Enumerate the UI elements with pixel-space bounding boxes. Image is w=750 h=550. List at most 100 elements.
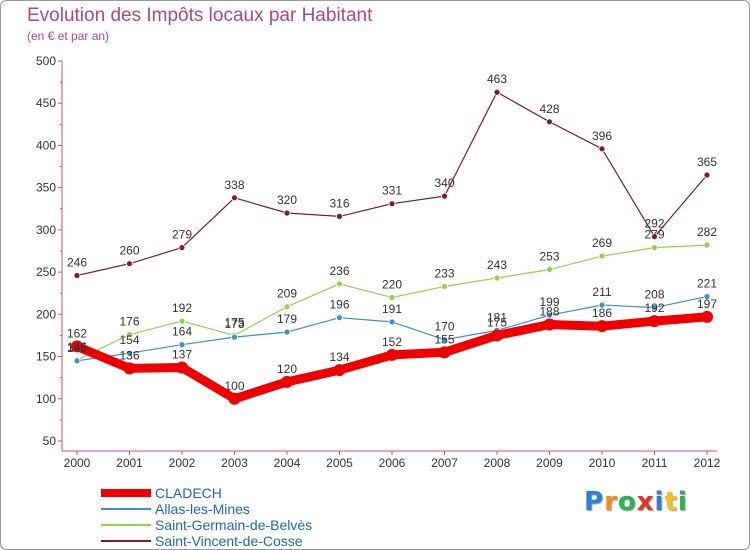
data-point bbox=[123, 362, 136, 375]
data-point bbox=[491, 329, 503, 342]
data-point bbox=[703, 293, 711, 301]
data-point bbox=[71, 340, 83, 353]
data-label: 338 bbox=[224, 178, 244, 192]
y-tick-label: 50 bbox=[43, 434, 57, 448]
data-label: 181 bbox=[487, 310, 507, 324]
data-point bbox=[283, 303, 291, 311]
y-tick-label: 350 bbox=[36, 181, 56, 195]
logo-letter: i bbox=[654, 487, 665, 517]
data-point bbox=[178, 244, 186, 252]
data-point bbox=[493, 88, 501, 96]
data-point bbox=[703, 171, 711, 179]
data-point bbox=[438, 346, 451, 359]
data-point bbox=[598, 301, 606, 309]
data-point bbox=[126, 331, 133, 339]
data-point bbox=[546, 118, 553, 126]
data-label: 236 bbox=[329, 264, 349, 278]
data-point bbox=[651, 244, 658, 252]
data-label: 155 bbox=[434, 332, 454, 346]
data-label: 100 bbox=[224, 379, 244, 393]
y-tick-label: 100 bbox=[36, 392, 56, 406]
data-point bbox=[176, 361, 188, 374]
chart-axes: 50 100 150 200 250 300 350 400 450 500 2000 2001 200… bbox=[36, 54, 721, 470]
legend-label: Saint-Vincent-de-Cosse bbox=[155, 533, 303, 549]
data-point bbox=[388, 318, 396, 326]
data-label: 176 bbox=[119, 315, 139, 329]
legend-label: CLADECH bbox=[155, 485, 222, 501]
y-tick-label: 150 bbox=[36, 350, 56, 364]
legend-swatch bbox=[101, 508, 151, 510]
data-point bbox=[283, 209, 291, 217]
data-label: 120 bbox=[277, 362, 297, 376]
data-label: 136 bbox=[119, 348, 139, 362]
data-point bbox=[231, 194, 238, 202]
chart-title: Evolution des Impôts locaux par Habitant bbox=[27, 5, 373, 26]
data-label: 208 bbox=[644, 288, 664, 302]
data-point bbox=[228, 392, 241, 405]
y-tick-label: 450 bbox=[36, 96, 56, 110]
data-point bbox=[178, 317, 186, 325]
data-label: 191 bbox=[382, 302, 402, 316]
data-label: 211 bbox=[592, 285, 611, 299]
data-label: 175 bbox=[224, 315, 244, 329]
data-point bbox=[336, 212, 343, 220]
data-point bbox=[126, 260, 133, 268]
data-label: 316 bbox=[329, 196, 349, 210]
data-label: 282 bbox=[697, 225, 717, 239]
logo-letter: x bbox=[636, 487, 655, 517]
data-label: 396 bbox=[592, 129, 612, 143]
x-tick-label: 2001 bbox=[116, 456, 143, 470]
data-label: 199 bbox=[539, 295, 559, 309]
data-label: 134 bbox=[329, 350, 349, 364]
logo-letter: o bbox=[617, 487, 637, 517]
chart-data-labels: 246 260 279 338 320 316 331 340 463 428 396 292 365 1… bbox=[67, 72, 717, 393]
chart-series bbox=[71, 88, 713, 405]
x-tick-label: 2012 bbox=[694, 456, 721, 470]
proxiti-logo: Proxiti bbox=[584, 487, 688, 517]
logo-letter: P bbox=[584, 487, 605, 517]
data-point bbox=[648, 315, 661, 328]
data-point bbox=[441, 336, 448, 344]
logo-letter: r bbox=[604, 487, 618, 517]
data-label: 179 bbox=[277, 312, 297, 326]
legend-swatch bbox=[101, 489, 151, 497]
x-tick-label: 2002 bbox=[169, 456, 196, 470]
data-label: 463 bbox=[487, 72, 507, 86]
y-tick-label: 200 bbox=[36, 307, 56, 321]
data-label: 331 bbox=[382, 184, 402, 198]
data-label: 269 bbox=[592, 236, 612, 250]
data-label: 260 bbox=[119, 244, 139, 258]
data-point bbox=[333, 364, 346, 377]
data-point bbox=[493, 274, 501, 282]
data-point bbox=[441, 192, 448, 200]
data-point bbox=[73, 272, 81, 279]
x-tick-label: 2010 bbox=[589, 456, 616, 470]
data-label: 246 bbox=[67, 255, 87, 269]
x-tick-label: 2007 bbox=[431, 456, 458, 470]
data-label: 192 bbox=[172, 301, 192, 315]
y-tick-label: 250 bbox=[36, 265, 56, 279]
data-point bbox=[231, 333, 238, 341]
data-label: 209 bbox=[277, 287, 297, 301]
data-point bbox=[543, 318, 556, 331]
x-tick-label: 2006 bbox=[379, 456, 406, 470]
data-point bbox=[441, 283, 448, 290]
data-label: 137 bbox=[172, 348, 192, 362]
x-tick-label: 2000 bbox=[64, 456, 91, 470]
data-point bbox=[126, 349, 133, 357]
data-point bbox=[596, 320, 608, 333]
data-point bbox=[336, 314, 343, 322]
data-label: 279 bbox=[172, 228, 192, 242]
logo-letter: t bbox=[664, 487, 678, 517]
data-label: 196 bbox=[329, 298, 349, 312]
data-point bbox=[388, 200, 396, 208]
x-tick-label: 2009 bbox=[536, 456, 563, 470]
x-tick-label: 2011 bbox=[642, 456, 668, 470]
data-point bbox=[701, 310, 713, 323]
data-point bbox=[178, 341, 186, 349]
data-label: 173 bbox=[224, 317, 244, 331]
data-label: 162 bbox=[67, 326, 87, 340]
data-point bbox=[388, 294, 396, 301]
